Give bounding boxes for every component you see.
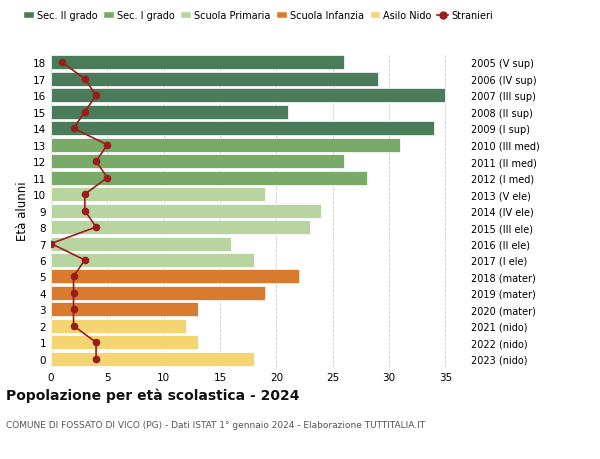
Legend: Sec. II grado, Sec. I grado, Scuola Primaria, Scuola Infanzia, Asilo Nido, Stran: Sec. II grado, Sec. I grado, Scuola Prim…	[19, 7, 497, 25]
Bar	[51, 286, 265, 300]
Bar	[51, 122, 434, 136]
Bar	[51, 253, 254, 268]
Bar	[51, 106, 287, 119]
Bar	[51, 270, 299, 284]
Bar	[51, 139, 400, 152]
Bar	[51, 155, 344, 169]
Bar	[51, 319, 186, 333]
Bar	[51, 352, 254, 366]
Y-axis label: Età alunni: Età alunni	[16, 181, 29, 241]
Bar	[51, 221, 310, 235]
Bar	[51, 56, 344, 70]
Bar	[51, 204, 322, 218]
Bar	[51, 303, 197, 317]
Text: COMUNE DI FOSSATO DI VICO (PG) - Dati ISTAT 1° gennaio 2024 - Elaborazione TUTTI: COMUNE DI FOSSATO DI VICO (PG) - Dati IS…	[6, 420, 425, 429]
Bar	[51, 73, 378, 87]
Bar	[51, 89, 445, 103]
Bar	[51, 171, 367, 185]
Bar	[51, 237, 232, 251]
Text: Popolazione per età scolastica - 2024: Popolazione per età scolastica - 2024	[6, 388, 299, 403]
Bar	[51, 188, 265, 202]
Bar	[51, 336, 197, 350]
